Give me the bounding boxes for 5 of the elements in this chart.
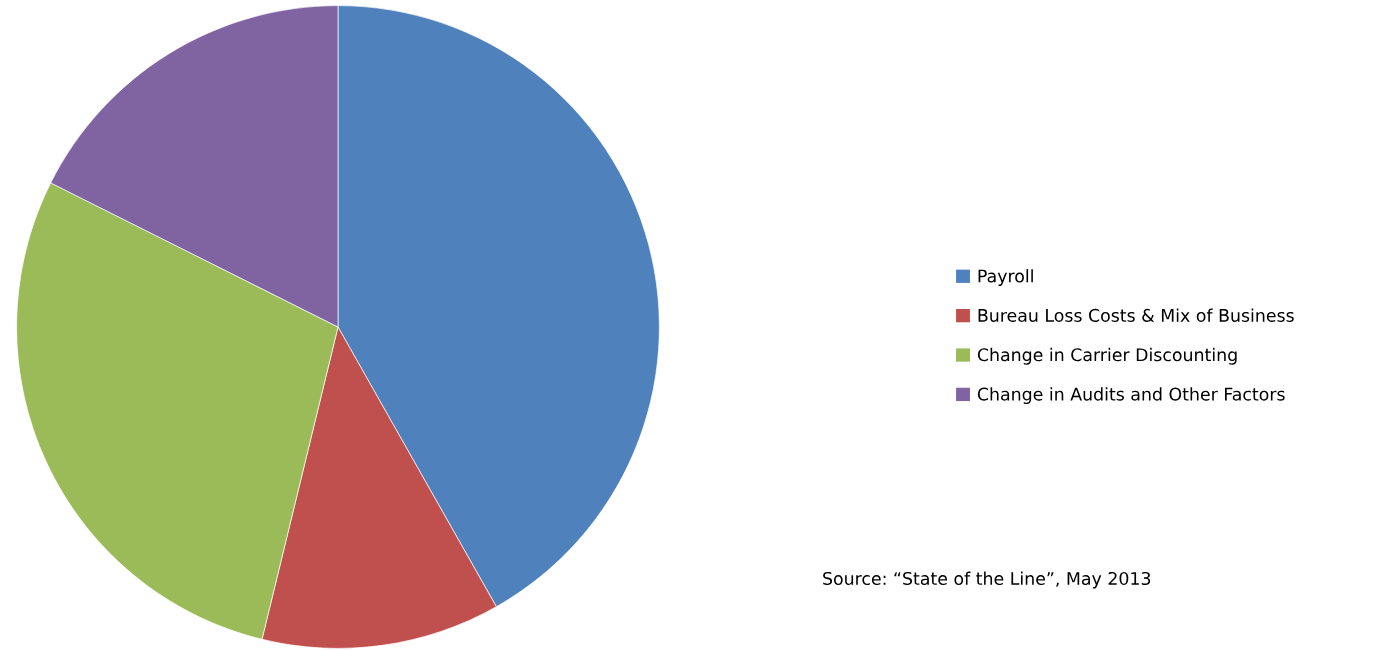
legend-label: Change in Audits and Other Factors bbox=[977, 387, 1285, 405]
legend-label: Payroll bbox=[978, 269, 1033, 286]
source-note: Source: “State of the Line”, May 2013 bbox=[823, 571, 1151, 589]
legend-label: Bureau Loss Costs & Mix of Business bbox=[978, 308, 1294, 322]
legend-label: Change in Carrier Discounting bbox=[977, 347, 1237, 365]
